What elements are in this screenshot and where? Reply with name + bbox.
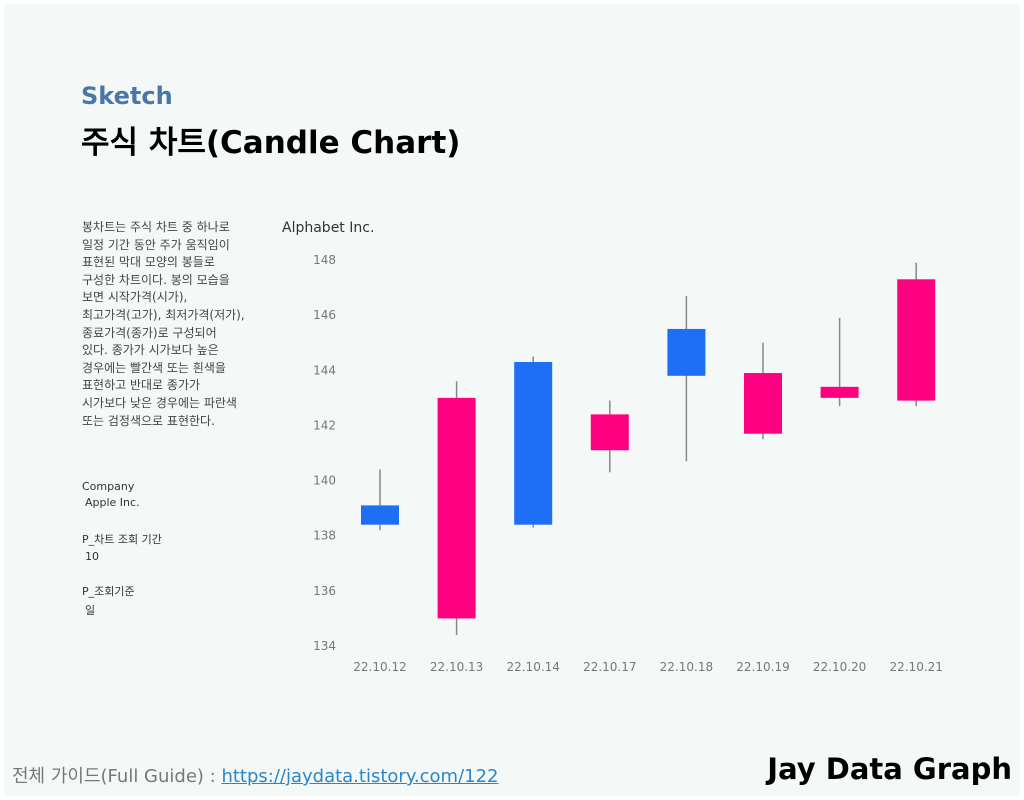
- param-basis-value[interactable]: 일: [85, 604, 96, 617]
- x-tick-label: 22.10.13: [430, 660, 483, 674]
- candle-body: [361, 505, 399, 525]
- dashboard-panel: [4, 4, 1020, 796]
- x-tick-label: 22.10.21: [889, 660, 942, 674]
- param-period-value[interactable]: 10: [85, 550, 99, 563]
- section-subtitle: Sketch: [81, 82, 173, 110]
- x-tick-label: 22.10.14: [506, 660, 559, 674]
- candle-body: [514, 362, 553, 525]
- y-tick-label: 136: [313, 584, 336, 598]
- footer-guide-link[interactable]: https://jaydata.tistory.com/122: [221, 766, 499, 787]
- candle-body: [667, 328, 706, 376]
- chart-description: 봉차트는 주식 차트 중 하나로 일정 기간 동안 주가 움직임이 표현된 막대…: [82, 220, 245, 428]
- y-tick-label: 148: [313, 253, 336, 267]
- y-tick-label: 140: [313, 474, 336, 488]
- x-tick-label: 22.10.17: [583, 660, 636, 674]
- x-tick-label: 22.10.19: [736, 660, 789, 674]
- param-basis-label: P_조회기준: [82, 585, 135, 598]
- x-tick-label: 22.10.12: [353, 660, 406, 674]
- footer-guide: 전체 가이드(Full Guide) : https://jaydata.tis…: [12, 762, 499, 788]
- y-tick-label: 144: [313, 363, 336, 377]
- x-tick-label: 22.10.20: [813, 660, 866, 674]
- candle-body: [897, 279, 936, 401]
- candle-body: [437, 397, 476, 619]
- y-tick-label: 138: [313, 529, 336, 543]
- candle-body: [590, 414, 629, 451]
- page-title: 주식 차트(Candle Chart): [81, 125, 461, 161]
- param-basis[interactable]: P_조회기준 일: [82, 583, 135, 618]
- footer-guide-label: 전체 가이드(Full Guide) :: [12, 766, 222, 787]
- brand-logo-text: Jay Data Graph: [767, 752, 1012, 786]
- param-period[interactable]: P_차트 조회 기간 10: [82, 531, 162, 563]
- candle-body: [820, 386, 859, 398]
- y-tick-label: 134: [313, 639, 336, 653]
- chart-title: Alphabet Inc.: [282, 220, 375, 236]
- param-company[interactable]: Company Apple Inc.: [82, 480, 140, 509]
- candle-body: [744, 373, 782, 434]
- param-period-label: P_차트 조회 기간: [82, 533, 162, 546]
- param-company-label: Company: [82, 480, 135, 493]
- y-tick-label: 142: [313, 418, 336, 432]
- param-company-value[interactable]: Apple Inc.: [85, 496, 140, 509]
- y-tick-label: 146: [313, 308, 336, 322]
- x-tick-label: 22.10.18: [660, 660, 713, 674]
